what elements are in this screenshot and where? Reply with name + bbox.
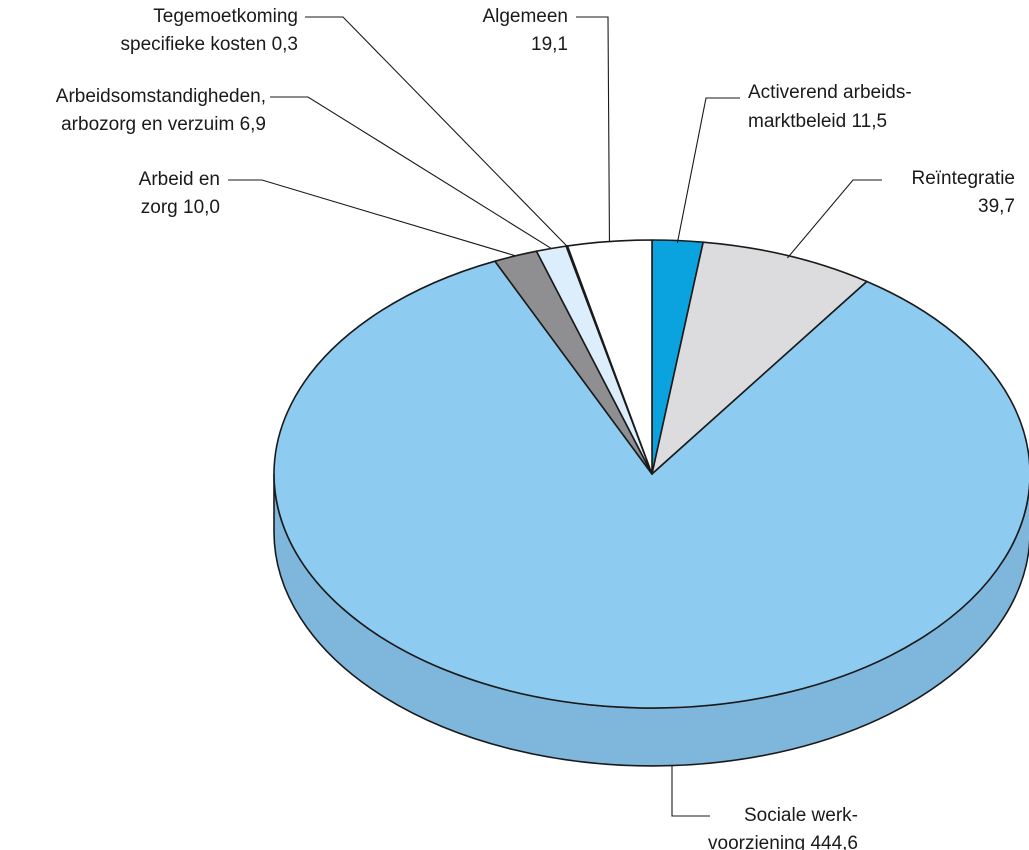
label-sociale: Sociale werk-voorziening 444,6 [708,805,858,850]
label-tegemoetkoming-line-2: specifieke kosten 0,3 [121,34,298,55]
label-arbeid-zorg-line-1: Arbeid en [139,169,220,190]
leader-sociale [671,766,710,817]
label-arbeid-zorg: Arbeid en zorg 10,0 [139,169,220,218]
leader-lines [228,16,882,817]
slice-labels: Activerend arbeids-marktbeleid 11,5 Reïnt… [56,6,1015,850]
pie-slices [273,239,1029,709]
label-tegemoetkoming-line-1: Tegemoetkoming [153,6,298,27]
label-arbo: Arbeidsomstandigheden, arbozorg en verzui… [56,86,266,135]
leader-tegemoetkoming [305,16,568,247]
label-sociale-line-1: Sociale werk- [744,805,858,826]
leader-arbeid-zorg [228,179,516,257]
leader-activerend [676,97,740,243]
leader-arbo [270,96,552,249]
label-tegemoetkoming: Tegemoetkoming specifieke kosten 0,3 [121,6,298,55]
label-sociale-line-2: voorziening 444,6 [708,833,858,850]
label-arbeid-zorg-line-2: zorg 10,0 [141,197,220,218]
label-activerend: Activerend arbeids-marktbeleid 11,5 [748,82,912,132]
label-arbo-line-2: arbozorg en verzuim 6,9 [61,114,266,135]
label-arbo-line-1: Arbeidsomstandigheden, [56,86,266,107]
leader-reintegratie [786,179,882,259]
label-algemeen: Algemeen 19,1 [482,6,568,55]
label-reintegratie-line-2: 39,7 [978,196,1015,217]
label-reintegratie-line-1: Reïntegratie [911,168,1015,189]
label-algemeen-line-1: Algemeen [482,6,568,27]
label-reintegratie: Reïntegratie 39,7 [911,168,1015,217]
leader-algemeen [576,16,611,242]
label-algemeen-line-2: 19,1 [531,34,568,55]
pie-slice-sociale [273,260,1029,709]
label-activerend-line-1: Activerend arbeids- [748,82,912,103]
label-activerend-line-2: marktbeleid 11,5 [748,111,887,132]
